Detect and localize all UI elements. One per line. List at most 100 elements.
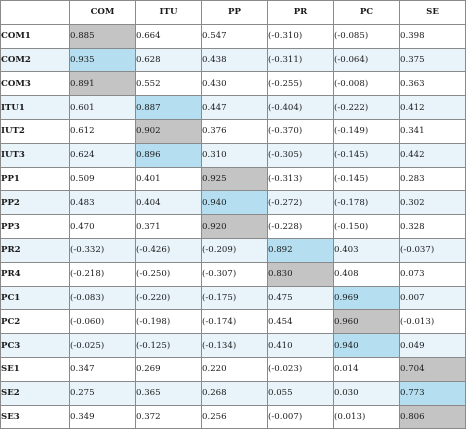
highlighted-loading-cell: 0.830 [267,261,334,287]
table-row: PP2 0.483 0.404 0.940 (-0.272) (-0.178) 0.302 [0,190,466,216]
table-row: PC1 (-0.083) (-0.220) (-0.175) 0.475 0.969 0.0… [0,285,466,311]
loading-cell: 0.014 [333,356,400,382]
table-row: PC3 (-0.025) (-0.125) (-0.134) 0.410 0.940 0.0… [0,333,466,358]
highlighted-loading-cell: 0.940 [333,333,400,358]
row-label: PP1 [0,166,70,192]
loading-cell: (-0.310) [267,23,334,49]
loading-cell: (-0.307) [201,261,268,287]
column-header-pp: PP [201,0,268,25]
loading-cell: (-0.255) [267,71,334,97]
loading-cell: 0.430 [201,71,268,97]
loading-cell: 0.371 [135,214,202,239]
loading-cell: 0.447 [201,95,268,120]
loading-cell: (-0.007) [267,404,334,430]
table-body: COM1 0.885 0.664 0.547 (-0.310) (-0.085) 0.398… [0,23,466,430]
loading-cell: (-0.198) [135,309,202,335]
loading-cell: 0.030 [333,380,400,406]
loading-cell: (-0.125) [135,333,202,358]
column-header-se: SE [399,0,466,25]
loading-cell: 0.376 [201,118,268,144]
loading-cell: 0.302 [399,190,466,216]
loading-cell: (-0.313) [267,166,334,192]
loading-cell: (-0.426) [135,237,202,263]
loading-cell: (-0.175) [201,285,268,311]
loading-cell: 0.073 [399,261,466,287]
table-row: SE3 0.349 0.372 0.256 (-0.007) (0.013) 0.806 [0,404,466,430]
column-header-itu: ITU [135,0,202,25]
table-row: PP1 0.509 0.401 0.925 (-0.313) (-0.145) 0.283 [0,166,466,192]
loading-cell: 0.410 [267,333,334,358]
highlighted-loading-cell: 0.960 [333,309,400,335]
row-label: PR4 [0,261,70,287]
row-label: ITU1 [0,95,70,120]
loading-cell: (-0.404) [267,95,334,120]
row-label: IUT2 [0,118,70,144]
loading-cell: (-0.013) [399,309,466,335]
row-label: PC1 [0,285,70,311]
row-label: SE1 [0,356,70,382]
highlighted-loading-cell: 0.920 [201,214,268,239]
row-label: COM2 [0,47,70,73]
table-row: COM2 0.935 0.628 0.438 (-0.311) (-0.064) 0.375 [0,47,466,73]
loading-cell: (-0.250) [135,261,202,287]
loading-cell: (-0.178) [333,190,400,216]
row-label: SE3 [0,404,70,430]
loading-cell: 0.601 [69,95,136,120]
loading-cell: 0.612 [69,118,136,144]
row-label: PC2 [0,309,70,335]
loading-cell: 0.055 [267,380,334,406]
loading-cell: (-0.228) [267,214,334,239]
row-label: COM3 [0,71,70,97]
loading-cell: 0.404 [135,190,202,216]
loading-cell: 0.220 [201,356,268,382]
loading-cell: 0.412 [399,95,466,120]
table-row: ITU1 0.601 0.887 0.447 (-0.404) (-0.222) 0.412 [0,95,466,120]
loading-cell: 0.475 [267,285,334,311]
loading-cell: (-0.218) [69,261,136,287]
loading-cell: 0.372 [135,404,202,430]
loading-cell: 0.442 [399,142,466,168]
header-row: COM ITU PP PR PC SE [0,0,466,25]
loading-cell: 0.049 [399,333,466,358]
loading-cell: 0.275 [69,380,136,406]
table-row: SE2 0.275 0.365 0.268 0.055 0.030 0.773 [0,380,466,406]
loading-cell: (-0.272) [267,190,334,216]
table-row: PC2 (-0.060) (-0.198) (-0.174) 0.454 0.960 (-0… [0,309,466,335]
row-label: PC3 [0,333,70,358]
loading-cell: 0.624 [69,142,136,168]
loading-cell: 0.341 [399,118,466,144]
loading-cell: 0.552 [135,71,202,97]
highlighted-loading-cell: 0.704 [399,356,466,382]
loading-cell: (-0.023) [267,356,334,382]
corner-cell [0,0,70,25]
loading-cell: 0.363 [399,71,466,97]
loading-cell: (-0.149) [333,118,400,144]
row-label: SE2 [0,380,70,406]
highlighted-loading-cell: 0.891 [69,71,136,97]
loading-cell: (-0.209) [201,237,268,263]
loading-cell: (-0.332) [69,237,136,263]
loading-cell: 0.365 [135,380,202,406]
loading-cell: 0.547 [201,23,268,49]
loading-cell: 0.454 [267,309,334,335]
loading-cell: (-0.311) [267,47,334,73]
loading-cell: (-0.085) [333,23,400,49]
loading-cell: 0.310 [201,142,268,168]
loading-cell: 0.268 [201,380,268,406]
loading-cell: (-0.145) [333,142,400,168]
table-row: IUT2 0.612 0.902 0.376 (-0.370) (-0.149) 0.341 [0,118,466,144]
loading-cell: 0.347 [69,356,136,382]
loading-cell: (-0.064) [333,47,400,73]
highlighted-loading-cell: 0.935 [69,47,136,73]
loading-cell: (-0.174) [201,309,268,335]
loading-cell: 0.438 [201,47,268,73]
highlighted-loading-cell: 0.940 [201,190,268,216]
loading-cell: (-0.150) [333,214,400,239]
row-label: PP2 [0,190,70,216]
row-label: PR2 [0,237,70,263]
table-row: COM1 0.885 0.664 0.547 (-0.310) (-0.085) 0.398 [0,23,466,49]
loading-cell: 0.349 [69,404,136,430]
table-row: PR4 (-0.218) (-0.250) (-0.307) 0.830 0.408 0.0… [0,261,466,287]
highlighted-loading-cell: 0.892 [267,237,334,263]
